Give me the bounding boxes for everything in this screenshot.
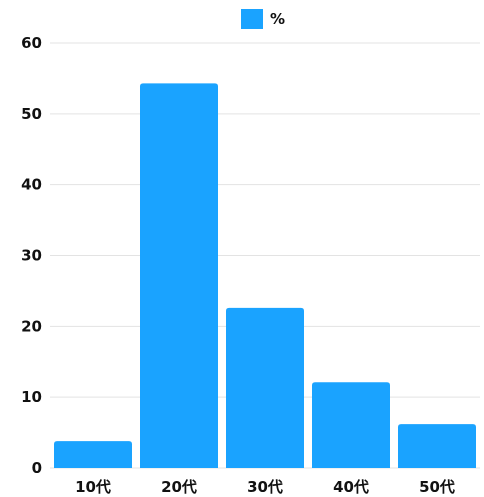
bar-3[interactable] (226, 307, 304, 468)
y-tick-label: 30 (21, 247, 42, 265)
x-tick-label: 10代 (75, 478, 111, 496)
legend-label: % (270, 10, 285, 28)
y-tick-label: 20 (21, 317, 42, 335)
legend[interactable]: % (241, 9, 285, 29)
bar-1[interactable] (54, 441, 132, 468)
bars (54, 83, 476, 468)
x-tick-label: 20代 (161, 478, 197, 496)
y-axis-tick-labels: 0 10 20 30 40 50 60 (21, 34, 42, 477)
y-tick-label: 0 (32, 459, 42, 477)
x-tick-label: 30代 (247, 478, 283, 496)
x-axis-tick-labels: 10代 20代 30代 40代 50代 (75, 478, 455, 496)
y-tick-label: 10 (21, 388, 42, 406)
x-tick-label: 40代 (333, 478, 369, 496)
bar-5[interactable] (398, 424, 476, 468)
y-tick-label: 60 (21, 34, 42, 52)
legend-swatch (241, 9, 263, 29)
x-tick-label: 50代 (419, 478, 455, 496)
y-tick-label: 50 (21, 105, 42, 123)
bar-2[interactable] (140, 83, 218, 468)
y-tick-label: 40 (21, 176, 42, 194)
bar-4[interactable] (312, 382, 390, 468)
